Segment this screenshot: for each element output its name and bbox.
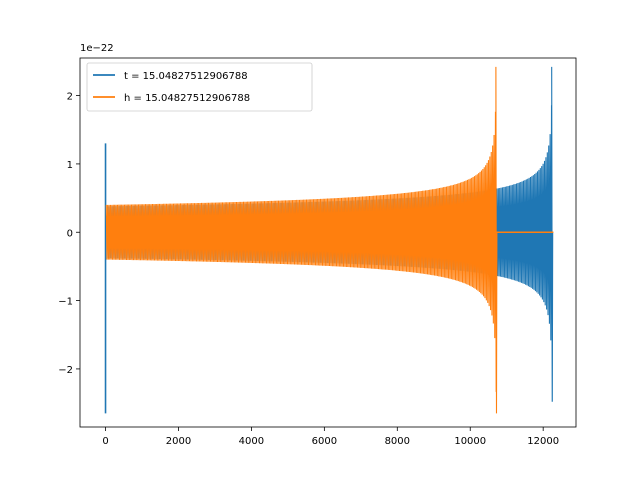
y-tick-label: 0 bbox=[67, 228, 73, 239]
legend-label-t: t = 15.04827512906788 bbox=[124, 71, 248, 82]
y-tick-label: 1 bbox=[67, 160, 73, 171]
x-axis: 0 2000 4000 6000 8000 10000 12000 bbox=[102, 427, 559, 447]
series-h-line bbox=[105, 66, 498, 414]
x-tick-label: 8000 bbox=[385, 436, 410, 447]
x-tick-label: 12000 bbox=[527, 436, 559, 447]
legend-label-h: h = 15.04827512906788 bbox=[124, 93, 250, 104]
y-tick-label: −2 bbox=[58, 365, 73, 376]
x-tick-label: 10000 bbox=[454, 436, 486, 447]
y-axis: −2 −1 0 1 2 bbox=[58, 92, 80, 376]
y-tick-label: −1 bbox=[58, 297, 73, 308]
x-tick-label: 4000 bbox=[239, 436, 264, 447]
y-scale-label: 1e−22 bbox=[80, 43, 114, 54]
legend-box bbox=[86, 62, 313, 112]
legend: t = 15.04827512906788 h = 15.04827512906… bbox=[86, 62, 313, 112]
y-tick-label: 2 bbox=[67, 92, 73, 103]
x-tick-label: 2000 bbox=[166, 436, 191, 447]
x-tick-label: 0 bbox=[102, 436, 108, 447]
x-tick-label: 6000 bbox=[312, 436, 337, 447]
axes-frame bbox=[79, 57, 577, 428]
plot-lines bbox=[104, 66, 554, 414]
